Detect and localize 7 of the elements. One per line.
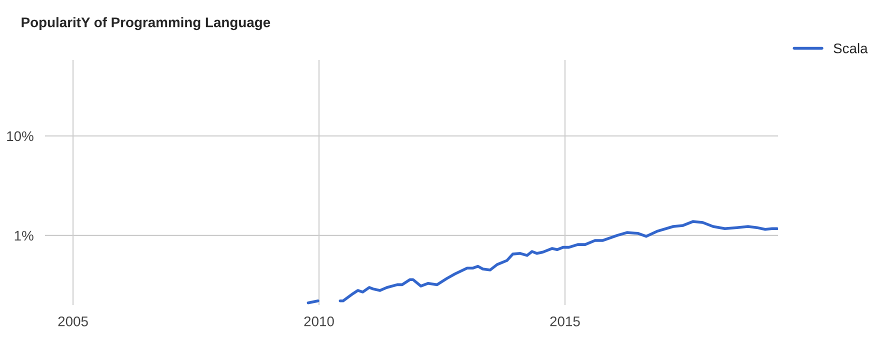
y-tick-label: 1% bbox=[14, 230, 34, 241]
x-tick-label: 2015 bbox=[550, 316, 580, 326]
chart-title: PopularitY of Programming Language bbox=[22, 17, 270, 30]
x-tick-label: 2010 bbox=[304, 316, 334, 326]
legend-label: Scala bbox=[834, 43, 868, 54]
x-tick-label: 2005 bbox=[58, 316, 88, 326]
y-tick-label: 10% bbox=[7, 131, 34, 142]
